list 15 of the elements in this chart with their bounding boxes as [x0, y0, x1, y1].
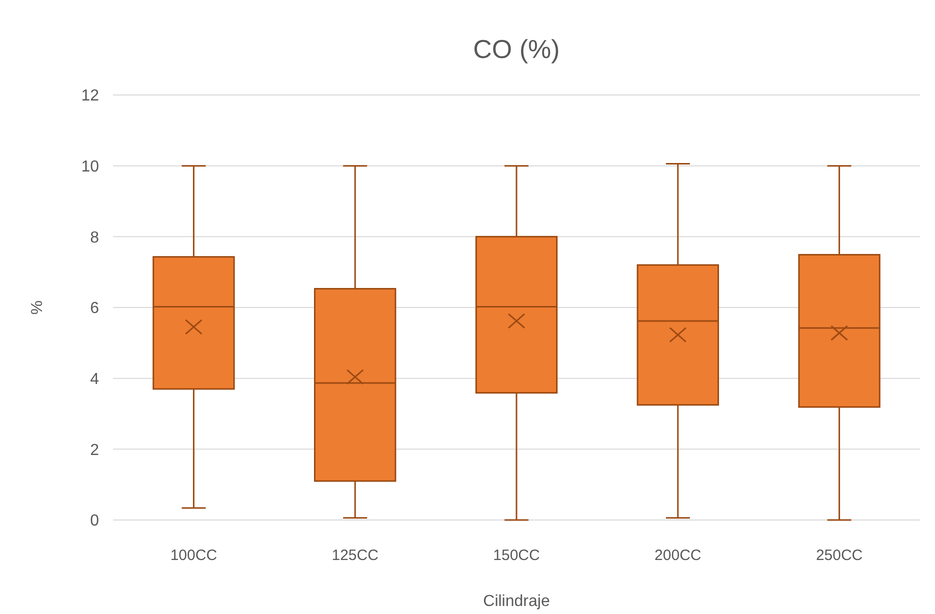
y-axis-title: %	[29, 300, 46, 315]
chart-title: CO (%)	[473, 34, 560, 64]
x-tick-label: 125CC	[332, 547, 379, 564]
y-tick-label: 4	[90, 370, 100, 388]
x-axis-title: Cilindraje	[483, 593, 550, 610]
x-tick-label: 200CC	[654, 547, 702, 564]
x-tick-label: 250CC	[816, 547, 863, 564]
y-tick-label: 2	[90, 442, 100, 459]
x-tick-label: 150CC	[493, 547, 540, 564]
y-tick-label: 12	[81, 88, 100, 105]
x-tick-label: 100CC	[170, 547, 218, 564]
y-tick-label: 0	[90, 512, 100, 530]
y-tick-label: 6	[90, 300, 100, 318]
y-tick-label: 8	[90, 229, 100, 246]
y-tick-label: 10	[81, 158, 100, 176]
